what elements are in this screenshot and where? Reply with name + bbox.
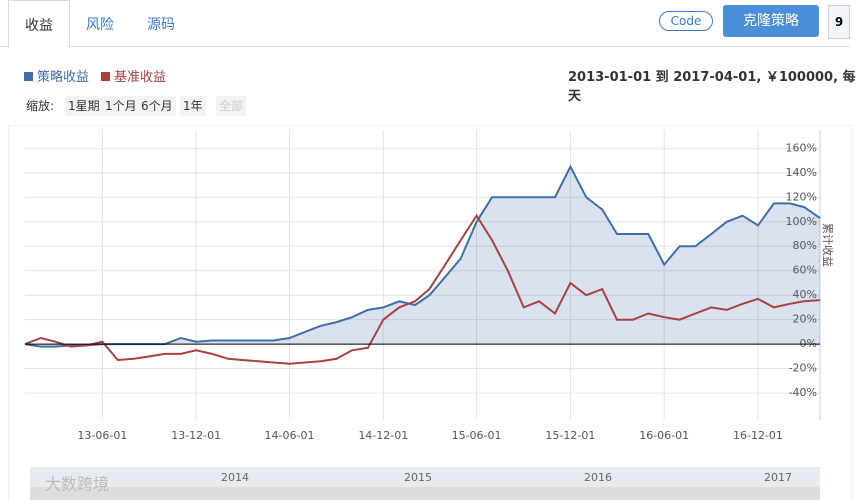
grid bbox=[25, 130, 820, 420]
y-tick-label: -20% bbox=[789, 362, 817, 375]
legend: 策略收益 基准收益 bbox=[24, 66, 178, 85]
clone-button[interactable]: 克隆策略 bbox=[723, 5, 819, 37]
line bbox=[24, 213, 821, 365]
area bbox=[25, 166, 820, 347]
navigator-label: 2014 bbox=[221, 471, 249, 484]
x-tick-label: 14-12-01 bbox=[358, 429, 408, 442]
legend-item[interactable]: 基准收益 bbox=[101, 70, 166, 85]
x-tick-label: 14-06-01 bbox=[265, 429, 315, 442]
y-tick-label: 40% bbox=[793, 288, 817, 301]
x-tick-label: 13-06-01 bbox=[77, 429, 127, 442]
legend-item[interactable]: 策略收益 bbox=[24, 70, 89, 85]
navigator-label: 2016 bbox=[584, 471, 612, 484]
x-tick-label: 15-06-01 bbox=[452, 429, 502, 442]
navigator-label: 2017 bbox=[764, 471, 792, 484]
tab[interactable]: 风险 bbox=[86, 17, 114, 33]
zoom-button[interactable]: 全部 bbox=[216, 96, 247, 116]
y-tick-label: 60% bbox=[793, 264, 817, 277]
code-button[interactable]: Code bbox=[659, 11, 713, 31]
y-tick-label: 120% bbox=[786, 190, 817, 203]
zoom-button[interactable]: 1年 bbox=[180, 96, 206, 116]
y-tick-label: 140% bbox=[786, 166, 817, 179]
y-axis-title: 累计收益 bbox=[821, 223, 835, 267]
y-tick-label: 160% bbox=[786, 141, 817, 154]
clone-label: 克隆策略 bbox=[743, 13, 799, 29]
legend-swatch bbox=[101, 72, 111, 81]
legend-swatch bbox=[24, 72, 33, 81]
legend-label: 策略收益 bbox=[37, 70, 90, 85]
tab-divider bbox=[0, 46, 850, 47]
chart-panel bbox=[8, 125, 852, 501]
y-tick-label: 100% bbox=[786, 215, 817, 228]
watermark: 大数跨境 bbox=[45, 475, 109, 494]
scrollbar[interactable] bbox=[30, 487, 820, 500]
navigator[interactable] bbox=[30, 467, 820, 487]
x-tick-label: 16-12-01 bbox=[733, 429, 783, 442]
x-tick-label: 15-12-01 bbox=[545, 429, 595, 442]
zoom-button[interactable]: 1个月 bbox=[102, 96, 140, 116]
y-tick-label: 20% bbox=[793, 313, 817, 326]
y-tick-label: -40% bbox=[789, 386, 817, 399]
zoom-button[interactable]: 1星期 bbox=[65, 96, 103, 116]
tab[interactable]: 收益 bbox=[8, 0, 70, 48]
y-tick-label: 80% bbox=[793, 239, 817, 252]
clone-count: 9 bbox=[828, 5, 850, 39]
navigator-label: 2015 bbox=[404, 471, 432, 484]
legend-label: 基准收益 bbox=[114, 70, 167, 85]
zoom-button[interactable]: 6个月 bbox=[138, 96, 176, 116]
range-text: 2013-01-01 到 2017-04-01, ￥100000, 每天 bbox=[568, 70, 856, 104]
tab[interactable]: 源码 bbox=[147, 17, 175, 33]
zoom-label: 缩放: bbox=[26, 99, 55, 113]
x-tick-label: 13-12-01 bbox=[171, 429, 221, 442]
x-tick-label: 16-06-01 bbox=[639, 429, 689, 442]
